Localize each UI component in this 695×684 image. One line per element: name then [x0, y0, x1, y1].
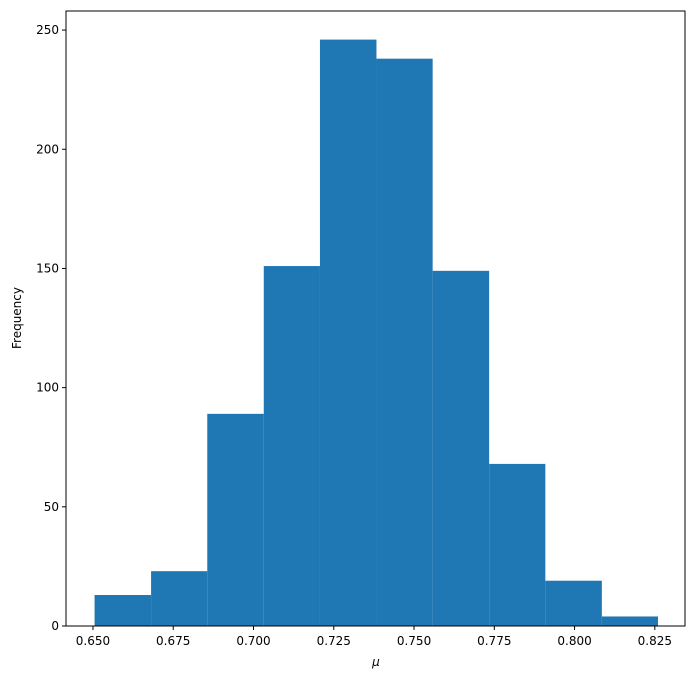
x-tick-label: 0.700: [236, 634, 270, 648]
x-tick-label: 0.800: [557, 634, 591, 648]
x-axis-label: μ: [371, 655, 380, 669]
x-tick-label: 0.725: [317, 634, 351, 648]
x-tick-label: 0.650: [76, 634, 110, 648]
bar: [94, 595, 152, 626]
bar: [376, 58, 433, 626]
y-tick-label: 250: [36, 23, 59, 37]
bar: [489, 463, 546, 626]
bar: [151, 571, 208, 626]
y-tick-label: 100: [36, 381, 59, 395]
bar: [601, 616, 659, 626]
bar: [263, 266, 320, 626]
x-tick-label: 0.750: [397, 634, 431, 648]
y-tick-label: 50: [44, 500, 59, 514]
y-tick-label: 150: [36, 261, 59, 275]
bar: [545, 580, 602, 626]
plot-frame: [65, 10, 686, 627]
y-tick-label: 200: [36, 142, 59, 156]
bar: [432, 270, 490, 626]
bar: [207, 413, 264, 626]
y-tick-label: 0: [51, 619, 59, 633]
x-tick-label: 0.775: [477, 634, 511, 648]
bar: [319, 39, 377, 626]
y-axis-label: Frequency: [10, 287, 24, 349]
x-tick-label: 0.825: [638, 634, 672, 648]
x-tick-label: 0.675: [156, 634, 190, 648]
